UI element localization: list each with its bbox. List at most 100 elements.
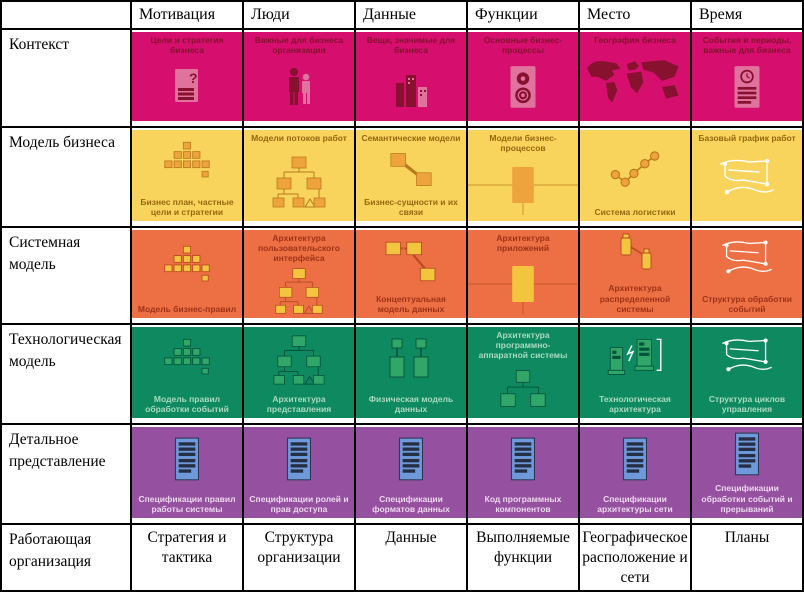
cell-caption: Код программных компонентов [484,493,562,514]
cell-detail-time: Спецификации обработки событий и прерыва… [692,425,802,523]
row-label-technology-model: Технологическая модель [2,325,130,423]
cell-caption: Архитектура распределенной системы [599,283,671,314]
linked-entities-3-icon [356,230,466,294]
cell-org-functions: Выполняемые функции [468,525,578,590]
cell-caption: Архитектура представления [266,393,332,414]
document-clock-icon [692,55,802,121]
network-nodes-icon [580,130,690,207]
pyramid-icon [132,230,242,304]
row-label-context: Контекст [2,30,130,126]
cell-business-people: Модели потоков работ [244,128,354,226]
cell-detail-data: Спецификации форматов данных [356,425,466,523]
document-question-icon [132,55,242,121]
cell-technology-time: Структура циклов управления [692,325,802,423]
cell-org-geography: Географическое расположение и сети [580,525,690,590]
column-header-people: Люди [244,2,354,28]
cell-business-functions: Модели бизнес-процессов [468,128,578,226]
cell-system-place: Архитектура распределенной системы [580,228,690,323]
cell-system-data: Концептуальная модель данных [356,228,466,323]
cell-org-plans: Планы [692,525,802,590]
cell-caption: Структура циклов управления [708,393,786,414]
cell-caption: География бизнеса [594,35,676,45]
column-header-motivation: Мотивация [132,2,242,28]
spec-document-icon [356,427,466,494]
cell-detail-motivation: Спецификации правил работы системы [132,425,242,523]
org-tree-3-icon [468,361,578,418]
cell-business-place: Система логистики [580,128,690,226]
cell-context-time: События и периоды, важные для бизнеса [692,30,802,126]
cell-caption: Бизнес-сущности и их связи [364,196,458,217]
cell-technology-data: Физическая модель данных [356,325,466,423]
sketch-icon [692,230,802,294]
cell-caption: Физическая модель данных [368,393,454,414]
pinned-tables-icon [356,327,466,394]
row-label-system-model: Системная модель [2,228,130,323]
spec-document-icon [580,427,690,494]
cell-caption: Модели бизнес-процессов [489,133,557,154]
hardware-stack-icon [580,327,690,394]
cell-org-structure: Структура организации [244,525,354,590]
cell-context-functions: Основные бизнес-процессы [468,30,578,126]
process-box-icon [468,253,578,318]
cell-caption: Вещи, значимые для бизнеса [366,35,456,56]
corner-cell [2,2,130,28]
cell-system-people: Архитектура пользовательского интерфейса [244,228,354,323]
org-tree-icon [244,143,354,221]
org-tree-icon [244,327,354,394]
cell-caption: Архитектура пользовательского интерфейса [258,233,340,264]
cell-caption: Важные для бизнеса организации [254,35,344,56]
spec-document-icon [692,427,802,483]
cell-caption: Бизнес план, частные цели и стратегии [140,196,234,217]
cell-caption: Система логистики [594,206,676,217]
cell-context-motivation: Цели и стратегия бизнеса [132,30,242,126]
cell-caption: Спецификации архитектуры сети [597,493,673,514]
cell-detail-functions: Код программных компонентов [468,425,578,523]
cell-context-place: География бизнеса [580,30,690,126]
spec-document-icon [132,427,242,494]
cell-technology-functions: Архитектура программно-аппаратной систем… [468,325,578,423]
cell-caption: Структура обработки событий [702,293,792,314]
row-label-detail: Детальное представление [2,425,130,523]
process-box-icon [468,153,578,221]
distributed-nodes-icon [580,230,690,283]
cell-system-motivation: Модель бизнес-правил [132,228,242,323]
cell-caption: Модель правил обработки событий [145,393,229,414]
cell-business-motivation: Бизнес план, частные цели и стратегии [132,128,242,226]
cell-caption: События и периоды, важные для бизнеса [702,35,792,56]
cell-caption: Архитектура приложений [496,233,550,254]
cell-business-data: Семантические модели Бизнес-сущности и и… [356,128,466,226]
cell-technology-people: Архитектура представления [244,325,354,423]
cell-technology-place: Технологическая архитектура [580,325,690,423]
cell-caption: Цели и стратегия бизнеса [150,35,224,56]
pyramid-icon [132,327,242,394]
cell-caption: Спецификации форматов данных [372,493,450,514]
document-gears-icon [468,55,578,121]
cell-caption: Спецификации ролей и прав доступа [249,493,349,514]
row-label-working-organization: Работающая организация [2,525,130,590]
cell-caption: Архитектура программно-аппаратной систем… [478,330,568,361]
cell-caption: Модель бизнес-правил [137,303,237,314]
cell-caption: Базовый график работ [698,133,796,143]
cell-org-data: Данные [356,525,466,590]
cell-caption: Основные бизнес-процессы [483,35,563,56]
cell-system-functions: Архитектура приложений [468,228,578,323]
linked-entities-icon [356,143,466,196]
cell-context-people: Важные для бизнеса организации [244,30,354,126]
cell-caption: Модели потоков работ [251,133,347,143]
cell-system-time: Структура обработки событий [692,228,802,323]
org-tree-icon [244,264,354,318]
sketch-icon [692,327,802,394]
spec-document-icon [468,427,578,494]
cell-context-data: Вещи, значимые для бизнеса [356,30,466,126]
pyramid-icon [132,130,242,197]
sketch-icon [692,143,802,221]
cell-business-time: Базовый график работ [692,128,802,226]
cell-detail-place: Спецификации архитектуры сети [580,425,690,523]
row-label-business-model: Модель бизнеса [2,128,130,226]
column-header-place: Место [580,2,690,28]
cell-technology-motivation: Модель правил обработки событий [132,325,242,423]
cell-detail-people: Спецификации ролей и прав доступа [244,425,354,523]
cell-org-strategy: Стратегия и тактика [132,525,242,590]
spec-document-icon [244,427,354,494]
